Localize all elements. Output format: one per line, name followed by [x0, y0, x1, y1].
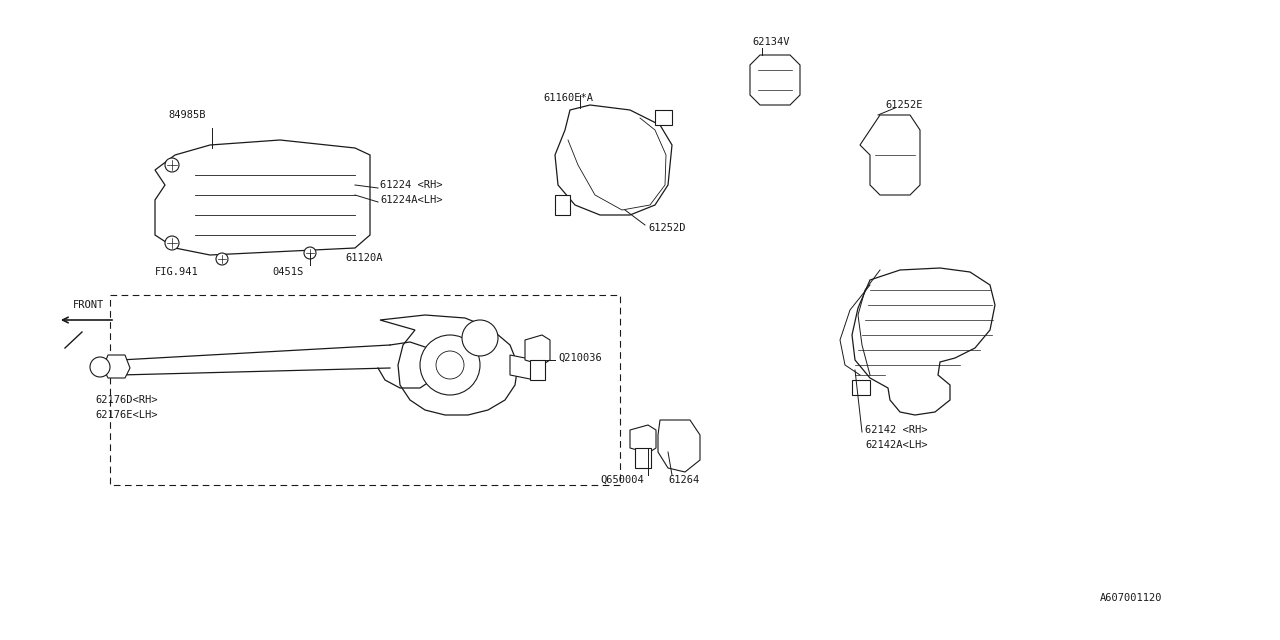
Text: 62142 <RH>: 62142 <RH> [865, 425, 928, 435]
Text: 62134V: 62134V [753, 37, 790, 47]
Text: 61252D: 61252D [648, 223, 686, 233]
Circle shape [90, 357, 110, 377]
Circle shape [462, 320, 498, 356]
Polygon shape [655, 110, 672, 125]
Polygon shape [102, 355, 131, 378]
Circle shape [165, 236, 179, 250]
Polygon shape [155, 140, 370, 255]
Polygon shape [860, 115, 920, 195]
Text: FRONT: FRONT [73, 300, 104, 310]
Text: 61264: 61264 [668, 475, 699, 485]
Text: A607001120: A607001120 [1100, 593, 1162, 603]
Text: 84985B: 84985B [168, 110, 206, 120]
Text: 62176D<RH>: 62176D<RH> [95, 395, 157, 405]
Text: Q210036: Q210036 [558, 353, 602, 363]
Text: 61160E*A: 61160E*A [543, 93, 593, 103]
Circle shape [436, 351, 465, 379]
Circle shape [216, 253, 228, 265]
Polygon shape [525, 335, 550, 365]
Text: 62176E<LH>: 62176E<LH> [95, 410, 157, 420]
Text: 62142A<LH>: 62142A<LH> [865, 440, 928, 450]
Polygon shape [556, 195, 570, 215]
Polygon shape [658, 420, 700, 472]
Text: 61252E: 61252E [884, 100, 923, 110]
Bar [110, 295, 620, 485]
Polygon shape [556, 105, 672, 215]
Circle shape [305, 247, 316, 259]
Polygon shape [509, 355, 535, 380]
Polygon shape [852, 380, 870, 395]
Polygon shape [852, 268, 995, 415]
Polygon shape [750, 55, 800, 105]
Text: 61224 <RH>: 61224 <RH> [380, 180, 443, 190]
Polygon shape [630, 425, 657, 453]
Text: 0451S: 0451S [273, 267, 303, 277]
Text: FIG.941: FIG.941 [155, 267, 198, 277]
Circle shape [165, 158, 179, 172]
Polygon shape [530, 360, 545, 380]
Text: 61224A<LH>: 61224A<LH> [380, 195, 443, 205]
Polygon shape [635, 448, 652, 468]
Polygon shape [380, 315, 518, 415]
Text: 61120A: 61120A [346, 253, 383, 263]
Circle shape [420, 335, 480, 395]
Text: Q650004: Q650004 [600, 475, 644, 485]
